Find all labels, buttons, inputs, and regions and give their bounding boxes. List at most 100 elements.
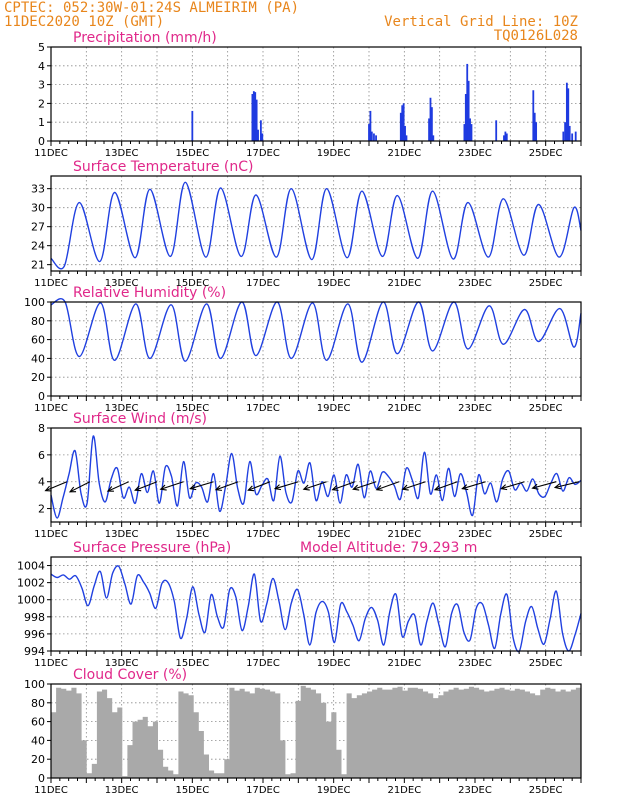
precip-bar	[375, 135, 377, 141]
x-tick-label: 13DEC	[105, 529, 139, 540]
wind-arrow	[554, 481, 580, 489]
wind-arrow	[248, 481, 271, 491]
precip-bar	[254, 92, 257, 141]
rh-panel-title: Relative Humidity (%)	[73, 285, 226, 301]
y-tick-label: 27	[31, 221, 45, 234]
precip-panel-title: Precipitation (mm/h)	[73, 30, 217, 46]
x-tick-label: 11DEC	[34, 785, 68, 796]
precip-bar	[535, 122, 538, 141]
wind-arrow-head	[433, 485, 442, 491]
wind-arrow-head	[500, 484, 508, 491]
precip-bar	[399, 112, 402, 141]
x-tick-label: 21DEC	[387, 148, 421, 159]
precip-bar	[467, 80, 470, 141]
y-tick-label: 80	[31, 697, 45, 710]
header-right-line1: Vertical Grid Line: 10Z	[384, 14, 578, 30]
precip-bar	[533, 112, 536, 141]
x-tick-label: 13DEC	[105, 148, 139, 159]
y-tick-label: 4	[38, 476, 45, 489]
x-tick-label: 25DEC	[529, 148, 563, 159]
x-tick-label: 11DEC	[34, 529, 68, 540]
y-tick-label: 4	[38, 60, 45, 73]
x-tick-label: 15DEC	[175, 529, 209, 540]
wind-arrow-head	[553, 483, 562, 490]
wind-arrow	[402, 481, 426, 490]
wind-series-line	[50, 435, 582, 519]
x-tick-label: 21DEC	[387, 529, 421, 540]
wind-arrow-head	[247, 485, 255, 492]
y-tick-label: 2	[38, 503, 45, 516]
x-tick-label: 17DEC	[246, 658, 280, 669]
precip-bar	[466, 63, 469, 141]
wind-arrow	[107, 481, 129, 492]
pressure-panel-subtitle: Model Altitude: 79.293 m	[300, 540, 477, 556]
precip-bar	[567, 88, 570, 141]
wind-arrow	[332, 481, 356, 491]
wind-arrow	[303, 481, 327, 490]
y-tick-label: 100	[24, 296, 45, 309]
x-tick-label: 23DEC	[458, 785, 492, 796]
x-tick-label: 17DEC	[246, 785, 280, 796]
y-tick-label: 0	[38, 772, 45, 785]
wind-arrow	[501, 481, 525, 490]
precip-bar	[564, 122, 566, 141]
x-tick-label: 15DEC	[175, 403, 209, 414]
x-tick-label: 11DEC	[34, 148, 68, 159]
header-left-line1: CPTEC: 052:30W-01:24S ALMEIRIM (PA)	[4, 0, 299, 16]
wind-arrow-head	[189, 484, 197, 491]
precip-bar	[430, 107, 433, 141]
wind-arrow	[69, 481, 91, 493]
wind-panel: 2 4 6 8 11DEC 13DEC 15DEC 17DEC 19DEC 21DEC 23DEC 2…	[34, 411, 582, 540]
precip-bar	[504, 131, 507, 141]
plot-area	[51, 47, 581, 141]
wind-arrow	[434, 481, 458, 491]
precipitation-panel: 0 1 2 3 4 5 11DEC 13DEC 15DEC 17DEC 19DEC 21DEC 23DE…	[34, 30, 582, 159]
precip-bar	[370, 131, 373, 141]
precip-bar	[402, 103, 405, 141]
y-tick-label: 100	[24, 678, 45, 691]
precip-bar	[571, 133, 574, 141]
y-tick-label: 998	[24, 611, 45, 624]
precip-bar	[428, 118, 430, 141]
precip-bar	[469, 118, 471, 141]
x-tick-label: 23DEC	[458, 529, 492, 540]
x-tick-label: 21DEC	[387, 278, 421, 289]
pressure-series-line	[50, 565, 582, 653]
precip-bar	[404, 125, 406, 141]
precip-bar	[429, 97, 432, 141]
x-tick-label: 13DEC	[105, 785, 139, 796]
pressure-panel-title: Surface Pressure (hPa)	[73, 540, 231, 556]
y-tick-label: 6	[38, 449, 45, 462]
x-tick-label: 19DEC	[317, 278, 351, 289]
x-tick-label: 25DEC	[529, 658, 563, 669]
cloud-cover-area	[51, 685, 581, 778]
wind-arrow-head	[159, 484, 167, 491]
x-tick-label: 21DEC	[387, 403, 421, 414]
wind-arrow-head	[331, 485, 339, 491]
plot-area	[51, 428, 581, 522]
y-tick-label: 1	[38, 116, 45, 129]
plot-area	[51, 557, 581, 651]
humidity-panel: 0 20 40 60 80 100 11DEC 13DEC 15DEC 17DEC 19DEC 21D…	[24, 285, 582, 414]
cloud-panel-title: Cloud Cover (%)	[73, 667, 187, 683]
precip-bar	[470, 124, 473, 141]
precip-bar	[562, 131, 565, 141]
x-tick-label: 11DEC	[34, 278, 68, 289]
wind-arrow-head	[401, 484, 409, 491]
precip-bar	[368, 124, 370, 141]
x-tick-label: 17DEC	[246, 403, 280, 414]
x-tick-label: 23DEC	[458, 148, 492, 159]
wind-arrow-head	[352, 484, 360, 491]
wind-arrow	[462, 481, 486, 490]
y-tick-label: 60	[31, 716, 45, 729]
pressure-panel: 994 996 998 1000 1002 1004 11DEC 13DEC 15DEC 17DE…	[17, 540, 582, 669]
y-tick-label: 40	[31, 734, 45, 747]
plot-area	[51, 302, 581, 396]
cloud-cover-panel: 0 20 40 60 80 100 11DEC 13DEC 15DEC 17DEC 19DEC 21D…	[24, 667, 582, 796]
precip-bar	[464, 94, 467, 141]
y-tick-label: 996	[24, 628, 45, 641]
wind-arrow-head	[273, 484, 282, 491]
wind-arrow	[160, 481, 184, 490]
wind-arrow-head	[531, 483, 539, 490]
